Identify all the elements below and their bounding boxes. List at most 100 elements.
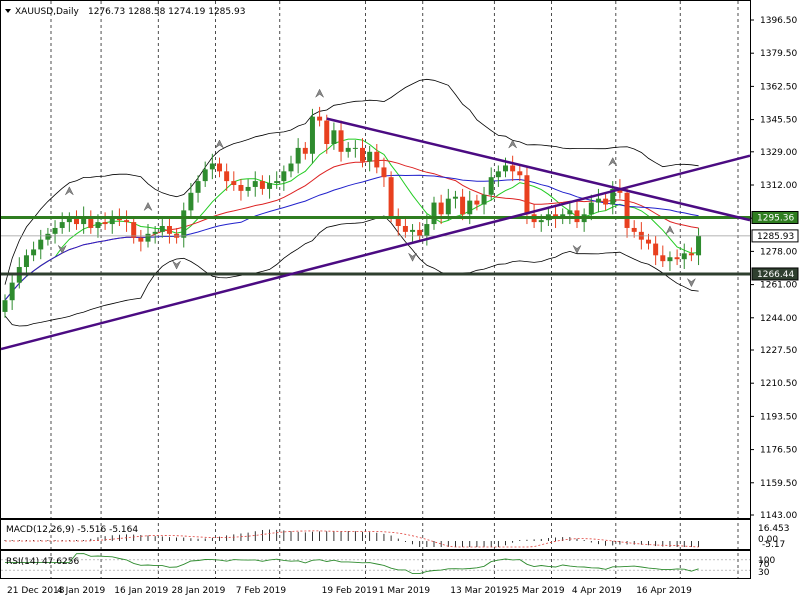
price-tick-label: 1193.50 xyxy=(760,412,797,422)
candle-body xyxy=(488,177,494,195)
fractal-up-marker xyxy=(215,139,224,149)
candle-body xyxy=(74,218,79,225)
candle-body xyxy=(688,253,694,256)
candle-body xyxy=(238,185,244,191)
indicator-lines xyxy=(4,78,699,327)
macd-label: MACD(12,26,9) -5.516 -5.164 xyxy=(6,525,138,535)
fractal-up-marker xyxy=(608,157,617,166)
date-tick-label: 1 Mar 2019 xyxy=(379,586,431,596)
candle-body xyxy=(166,226,172,234)
date-tick-label: 4 Jan 2019 xyxy=(57,586,105,596)
candle-body xyxy=(567,210,573,215)
date-tick-label: 13 Mar 2019 xyxy=(450,586,507,596)
candle-body xyxy=(52,227,58,234)
candle-body xyxy=(309,116,315,154)
candle-body xyxy=(281,171,287,182)
rsi-label: RSI(14) 47.6256 xyxy=(6,557,79,567)
candle-body xyxy=(188,192,194,211)
candle-body xyxy=(424,224,430,236)
price-tick-label: 1362.50 xyxy=(760,82,797,92)
fractal-down-marker xyxy=(687,278,696,288)
bollinger-lower xyxy=(4,215,699,327)
rsi-panel xyxy=(0,550,751,579)
fractal-up-marker xyxy=(315,88,324,98)
resistance-price-tag: 1295.36 xyxy=(751,210,799,224)
macd-scale-top: 16.453 xyxy=(758,524,790,534)
candle-body xyxy=(231,181,237,185)
candle-body xyxy=(324,120,330,144)
fractal-down-marker xyxy=(172,260,181,270)
fractal-up-marker xyxy=(65,186,74,196)
bollinger-upper xyxy=(4,78,699,285)
candle-body xyxy=(360,147,365,162)
current-price-tag: 1285.93 xyxy=(751,229,799,243)
candle-body xyxy=(431,202,437,225)
candle-body xyxy=(495,171,501,178)
candle-body xyxy=(45,233,51,240)
fractal-up-marker xyxy=(508,139,517,149)
fractal-down-marker xyxy=(408,253,417,262)
candle-body xyxy=(145,233,151,242)
candle-body xyxy=(481,194,487,205)
fractal-up-marker xyxy=(665,225,675,235)
date-tick-label: 28 Jan 2019 xyxy=(171,586,225,596)
date-tick-label: 7 Feb 2019 xyxy=(236,586,287,596)
candle-body xyxy=(66,218,72,223)
price-tick-label: 1159.50 xyxy=(760,479,797,489)
date-tick-label: 25 Mar 2019 xyxy=(508,586,565,596)
candle-body xyxy=(517,171,523,176)
support-price-tag: 1266.44 xyxy=(751,267,799,281)
symbol-label: XAUUSD,Daily xyxy=(15,7,79,17)
macd-scale-zero: 0.00 xyxy=(758,535,778,545)
candle-body xyxy=(138,237,144,242)
current-price-tag-box xyxy=(751,229,799,243)
candle-body xyxy=(674,257,680,260)
fractal-up-marker xyxy=(143,201,153,211)
candle-body xyxy=(81,216,87,225)
date-tick-label: 19 Feb 2019 xyxy=(322,586,378,596)
drawn-levels xyxy=(0,117,751,351)
candle-body xyxy=(109,216,115,225)
vertical-grid xyxy=(50,1,739,578)
candle-body xyxy=(610,188,616,205)
price-tick-label: 1143.00 xyxy=(760,511,797,521)
resistance-price-tag-text: 1295.36 xyxy=(757,213,794,223)
macd-signal-line xyxy=(5,530,699,548)
candle-body xyxy=(624,192,630,228)
price-tick-label: 1210.50 xyxy=(760,379,797,389)
candle-body xyxy=(102,222,108,225)
candle-body xyxy=(59,222,65,228)
candle-body xyxy=(224,171,230,182)
candle-body xyxy=(595,198,601,203)
rsi-scale-100: 100 xyxy=(758,556,775,566)
candle-body xyxy=(331,130,337,144)
candle-body xyxy=(131,222,137,238)
falling-trendline xyxy=(326,117,751,222)
macd-panel xyxy=(0,519,751,550)
candle-body xyxy=(202,169,208,182)
candle-body xyxy=(23,255,29,268)
candle-body xyxy=(295,147,301,164)
date-tick-label: 16 Jan 2019 xyxy=(114,586,168,596)
fractal-markers xyxy=(57,88,696,288)
rsi-line xyxy=(5,553,699,575)
candle-body xyxy=(653,243,659,256)
date-tick-label: 4 Apr 2019 xyxy=(572,586,622,596)
price-tick-label: 1329.00 xyxy=(760,148,797,158)
rising-trendline xyxy=(0,154,751,351)
candle-body xyxy=(474,200,480,205)
candle-body xyxy=(367,151,373,162)
price-axis: 1396.50 1379.50 1362.50 1345.50 1329.00 1312.… xyxy=(750,16,799,521)
candle-body xyxy=(38,239,44,250)
price-tick-label: 1345.50 xyxy=(760,116,797,126)
candle-body xyxy=(524,175,530,215)
candle-body xyxy=(152,231,158,234)
candle-body xyxy=(195,181,201,193)
rsi-scale-70: 70 xyxy=(758,560,770,570)
symbol-dropdown-icon[interactable] xyxy=(5,9,11,13)
candle-body xyxy=(181,210,187,238)
candle-body xyxy=(31,249,37,256)
candle-body xyxy=(395,216,401,227)
